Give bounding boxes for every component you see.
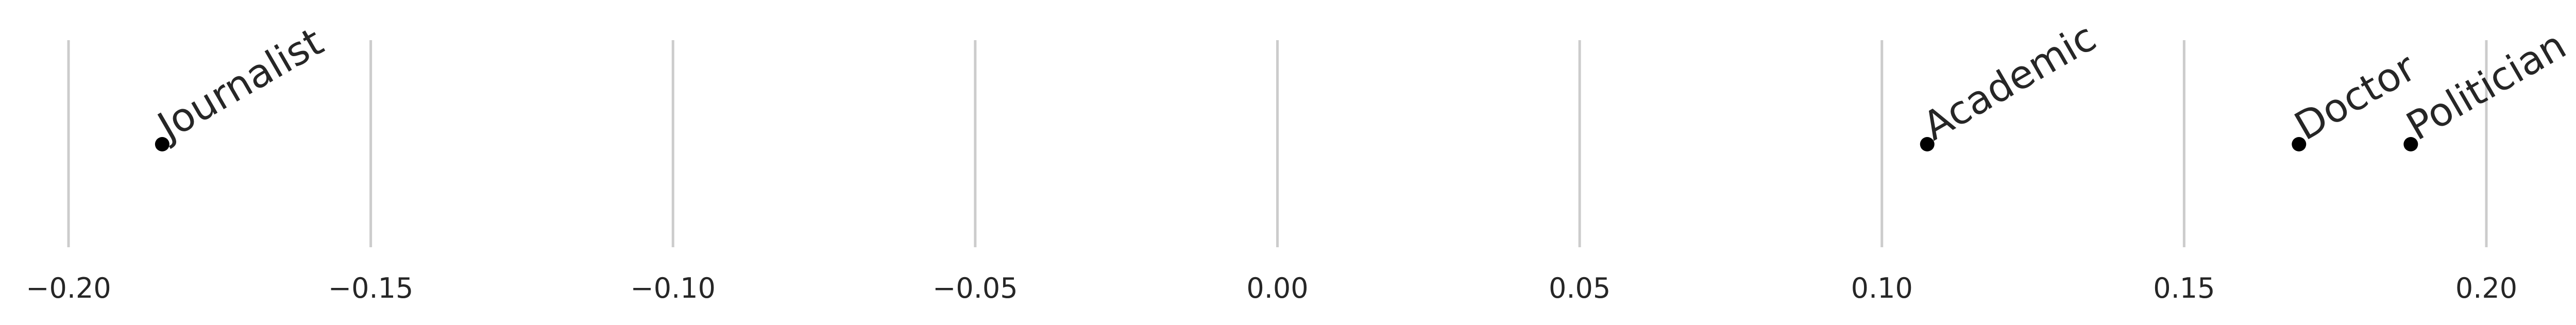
data-point: [155, 137, 170, 151]
x-tick-label: 0.05: [1549, 272, 1611, 304]
data-point: [2292, 137, 2307, 151]
data-point-label: Journalist: [148, 19, 331, 150]
x-tick-label: 0.20: [2455, 272, 2517, 304]
x-tick-label: −0.10: [631, 272, 716, 304]
data-point: [2403, 137, 2418, 151]
x-tick-label: 0.00: [1246, 272, 1308, 304]
x-tick-label: 0.10: [1851, 272, 1913, 304]
data-point-group: Doctor: [2287, 44, 2424, 151]
x-axis-ticks: −0.20 −0.15 −0.10 −0.05 0.00 0.05 0.10 0.15 0.20: [26, 272, 2517, 304]
data-point: [1920, 137, 1935, 151]
x-tick-label: −0.15: [328, 272, 413, 304]
x-tick-label: 0.15: [2153, 272, 2215, 304]
grid-layer: [67, 40, 2488, 247]
data-point-label: Academic: [1915, 14, 2104, 149]
data-point-group: Journalist: [148, 19, 331, 151]
data-point-label: Doctor: [2287, 44, 2424, 149]
x-tick-label: −0.20: [26, 272, 111, 304]
x-tick-label: −0.05: [933, 272, 1018, 304]
data-point-group: Academic: [1915, 14, 2104, 151]
